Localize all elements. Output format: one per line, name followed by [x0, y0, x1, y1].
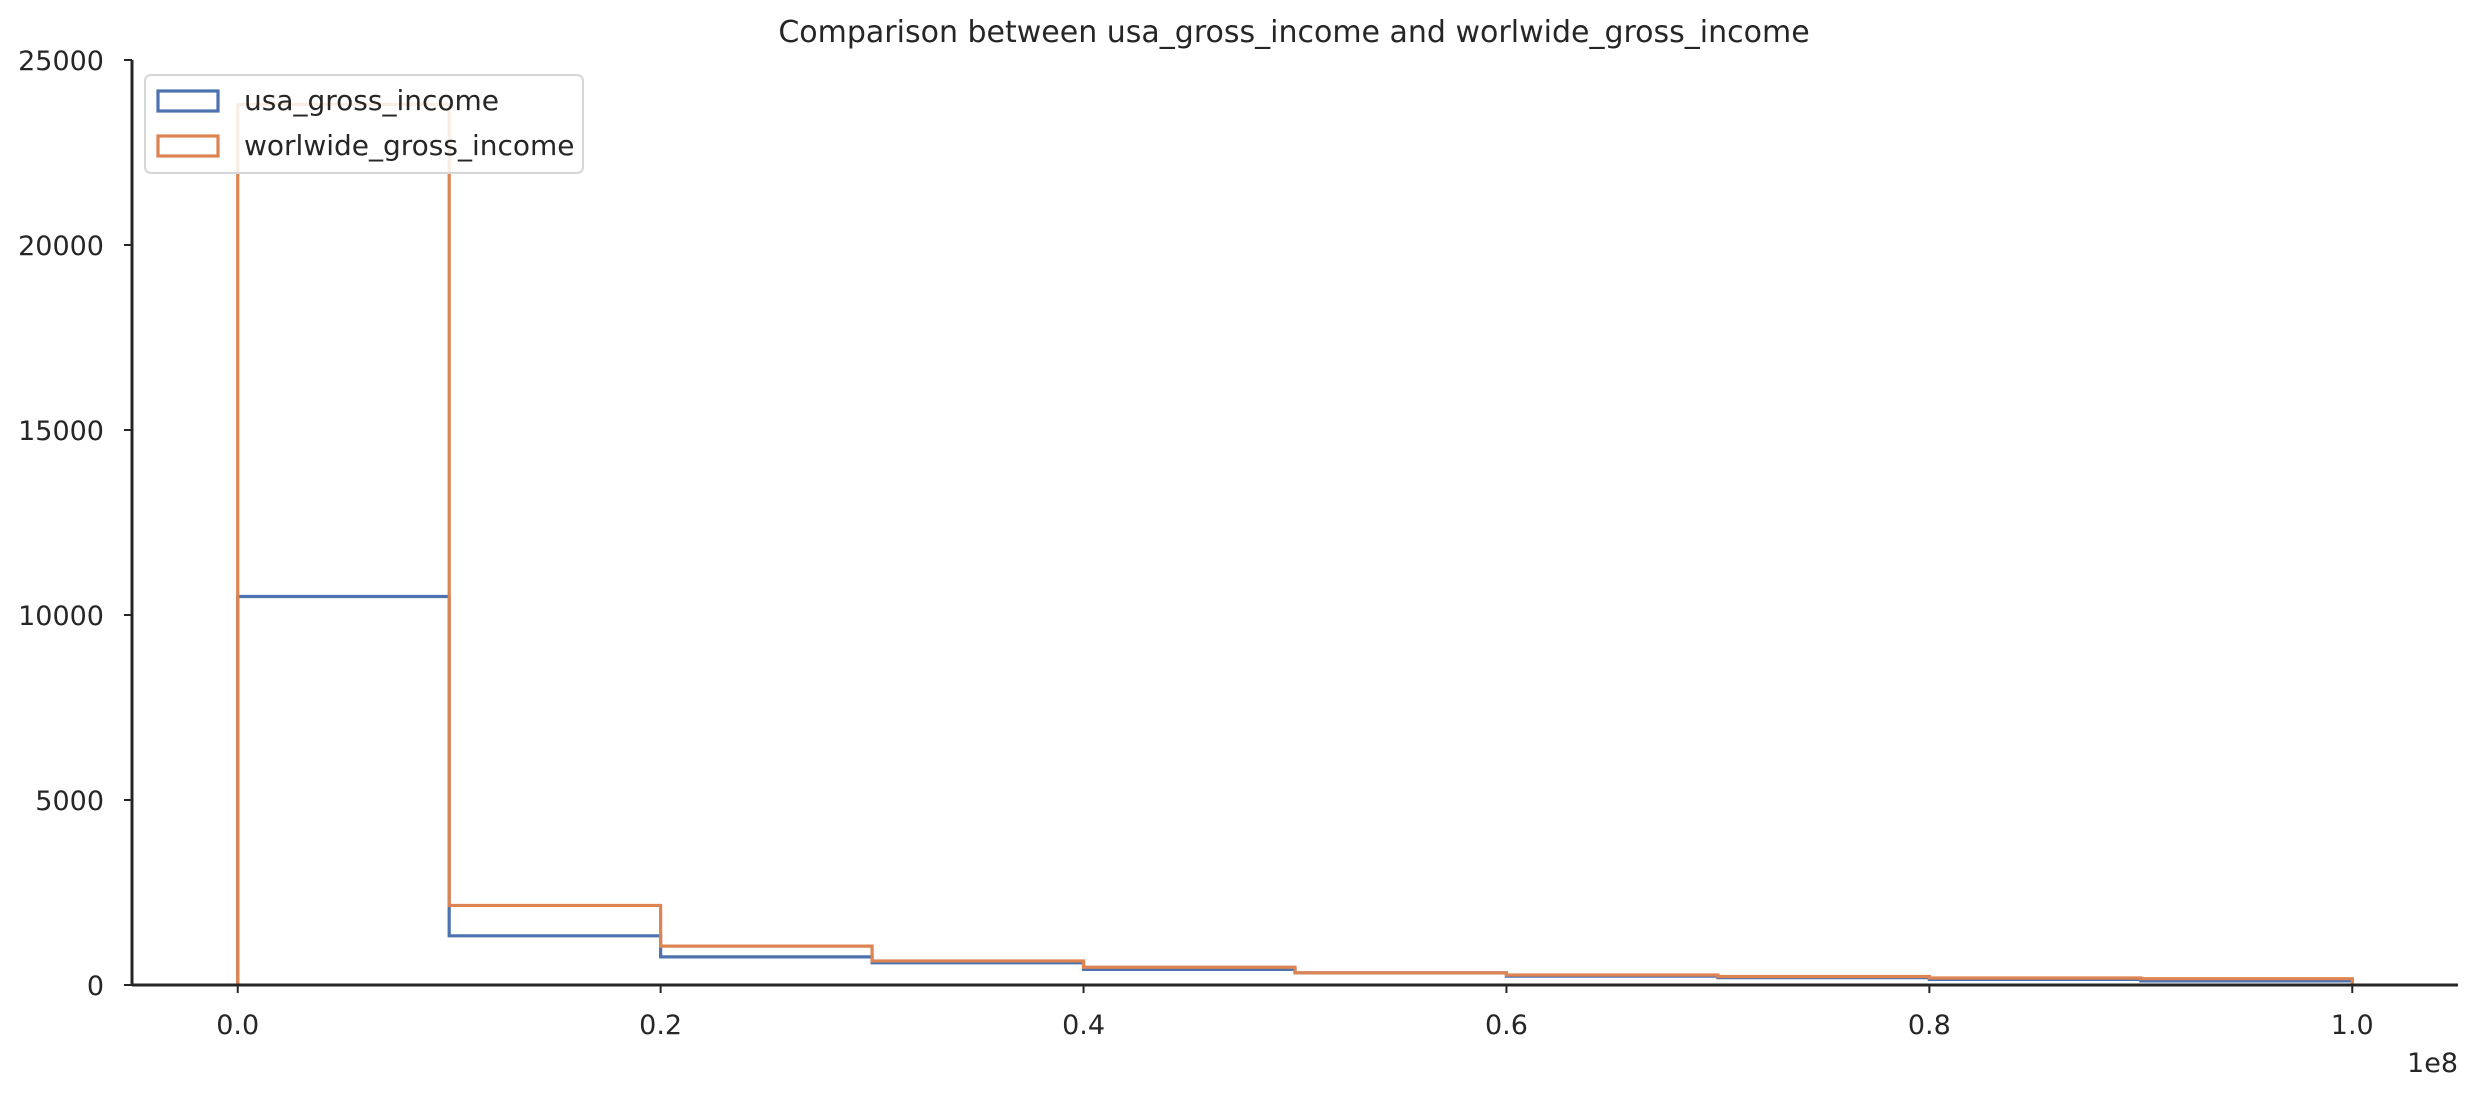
x-tick-label: 0.8 [1908, 1010, 1951, 1041]
legend-label-usa_gross_income: usa_gross_income [244, 84, 499, 117]
x-tick-label: 0.0 [216, 1010, 259, 1041]
y-tick-label: 25000 [18, 46, 104, 77]
x-tick-label: 0.6 [1485, 1010, 1528, 1041]
x-axis-ticks: 0.0 0.2 0.4 0.6 0.8 1.0 [216, 985, 2374, 1041]
y-tick-label: 20000 [18, 231, 104, 262]
legend-entries: usa_gross_income worlwide_gross_income [156, 84, 575, 162]
y-tick-label: 10000 [18, 601, 104, 632]
legend-label-worlwide_gross_income: worlwide_gross_income [244, 129, 575, 162]
chart-legend: usa_gross_income worlwide_gross_income [144, 74, 584, 174]
legend-swatch-worlwide_gross_income [156, 134, 220, 158]
histogram-series-layer [236, 102, 2354, 985]
y-tick-label: 0 [87, 971, 104, 1002]
legend-frame [144, 74, 584, 174]
legend-swatch-usa_gross_income [156, 89, 220, 113]
chart-title: Comparison between usa_gross_income and … [778, 15, 1809, 50]
y-tick-label: 5000 [35, 786, 104, 817]
x-tick-label: 1.0 [2331, 1010, 2374, 1041]
y-axis-ticks: 0 5000 10000 15000 20000 25000 [18, 46, 132, 1002]
y-tick-label: 15000 [18, 416, 104, 447]
histogram-step-worlwide_gross_income [236, 102, 2354, 985]
x-tick-label: 0.4 [1062, 1010, 1105, 1041]
x-tick-label: 0.2 [639, 1010, 682, 1041]
x-axis-offset-label: 1e8 [2407, 1048, 2458, 1079]
